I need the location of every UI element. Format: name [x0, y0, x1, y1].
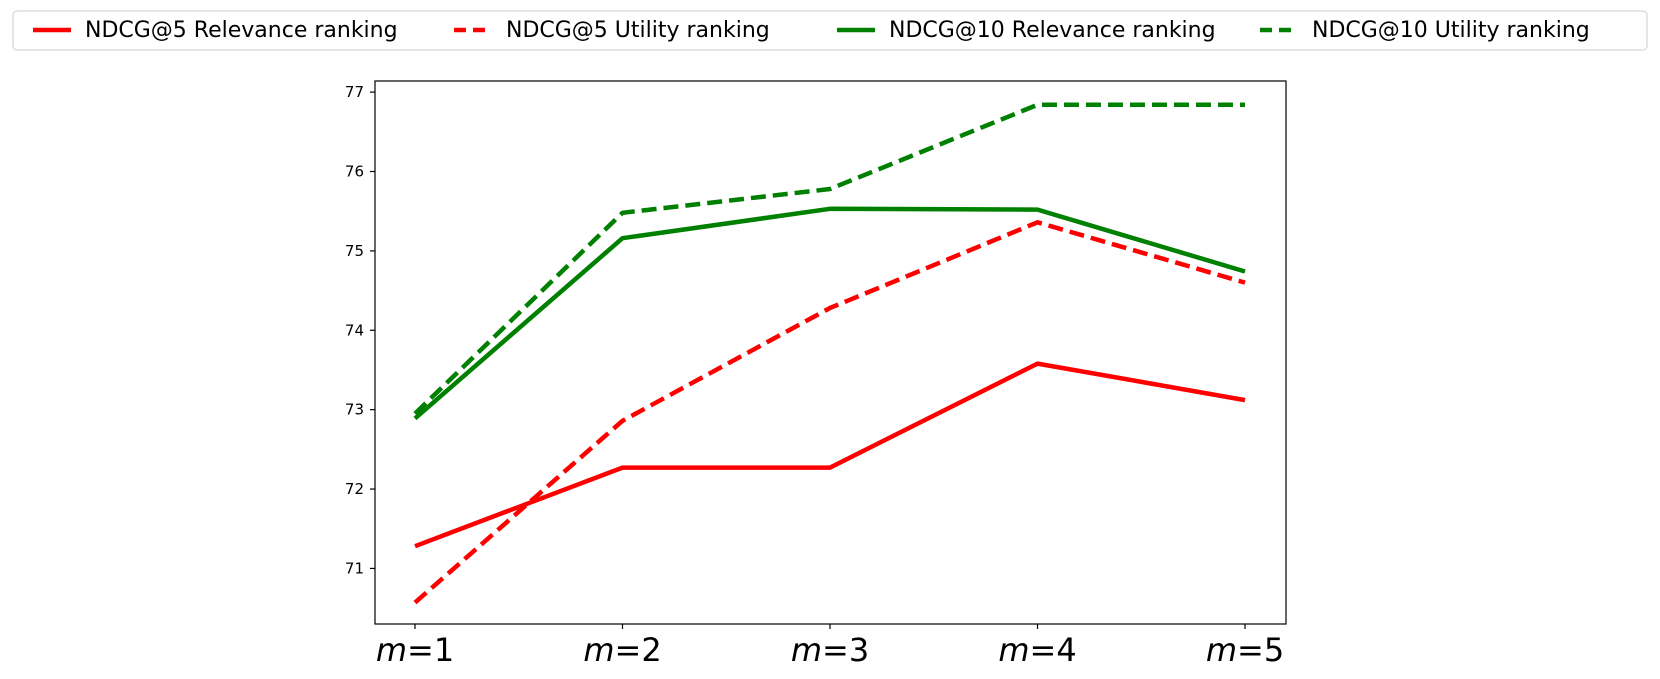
y-tick-label: 74: [345, 321, 364, 339]
x-tick-label-value: =1: [407, 631, 454, 669]
series-line-3: [413, 206, 1246, 421]
x-tick-label-value: =5: [1237, 631, 1284, 669]
y-tick-label: 73: [345, 401, 364, 419]
legend-label: NDCG@5 Utility ranking: [506, 18, 770, 43]
x-tick-label: m=4: [998, 631, 1076, 669]
x-tick-label-variable: m: [791, 631, 822, 669]
legend: NDCG@5 Relevance ranking NDCG@5 Utility r…: [12, 10, 1648, 51]
x-tick-label: m=3: [791, 631, 869, 669]
x-tick-label: m=1: [376, 631, 454, 669]
x-tick-label-variable: m: [583, 631, 614, 669]
x-tick-label-value: =4: [1030, 631, 1077, 669]
x-tick-label: m=2: [583, 631, 661, 669]
y-tick-label: 72: [345, 480, 364, 498]
legend-label: NDCG@10 Relevance ranking: [889, 18, 1216, 43]
series-line-4: [413, 102, 1245, 416]
legend-frame: [12, 10, 1648, 51]
y-tick-label: 75: [345, 242, 364, 260]
x-tick-label-variable: m: [376, 631, 407, 669]
x-axis: m=1 m=2 m=3 m=4 m=5: [376, 624, 1284, 669]
y-axis: 71 72 73 74 75 76 77: [345, 83, 375, 577]
x-tick-label-variable: m: [998, 631, 1029, 669]
x-tick-label-value: =3: [822, 631, 869, 669]
x-tick-label-value: =2: [615, 631, 662, 669]
plot-area: [374, 80, 1287, 625]
y-tick-label: 77: [345, 83, 364, 101]
legend-label: NDCG@10 Utility ranking: [1312, 18, 1590, 43]
series-line-1: [414, 361, 1246, 549]
series-layer: [413, 102, 1246, 605]
series-line-2: [413, 220, 1246, 605]
legend-label: NDCG@5 Relevance ranking: [85, 18, 398, 43]
x-tick-label: m=5: [1206, 631, 1284, 669]
x-tick-label-variable: m: [1206, 631, 1237, 669]
y-tick-label: 71: [345, 559, 364, 577]
y-tick-label: 76: [345, 163, 364, 181]
